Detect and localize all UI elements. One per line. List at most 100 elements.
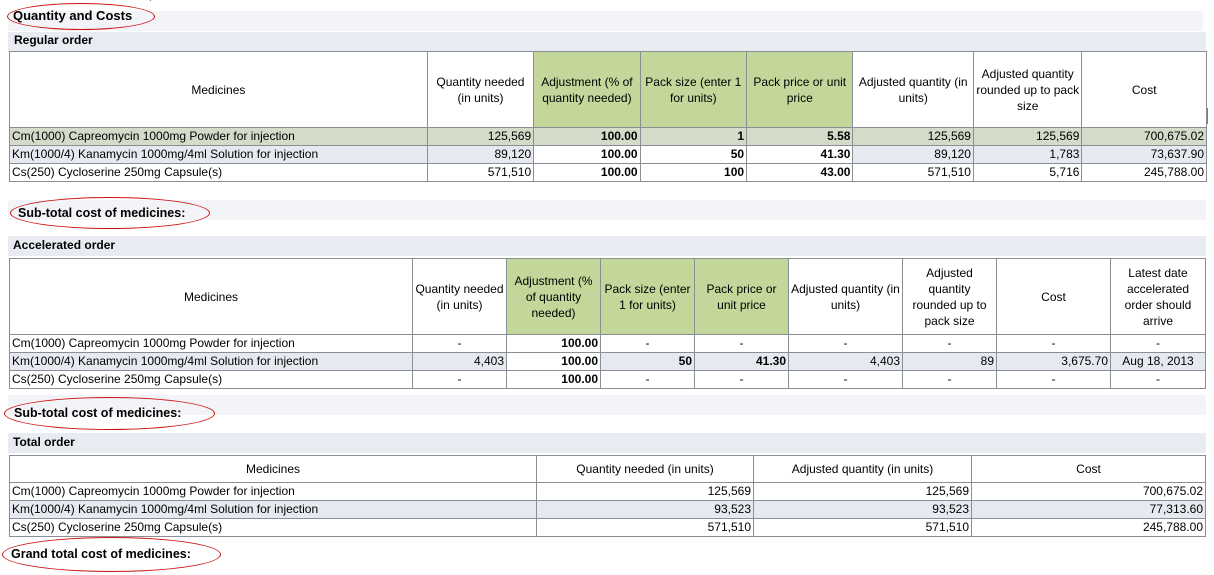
accelerated-header-row: Medicines Quantity needed (in units) Adj… — [9, 258, 1206, 335]
col-header-pack-price: Pack price or unit price — [746, 51, 854, 128]
accelerated-order-label: Accelerated order — [13, 238, 116, 252]
adjusted-rounded: - — [902, 370, 997, 389]
pack-size-input[interactable]: 1 — [639, 127, 748, 146]
col-header-adjusted-rounded: Adjusted quantity rounded up to pack siz… — [972, 51, 1083, 128]
adjustment-input[interactable]: 100.00 — [506, 334, 601, 353]
col-header-pack-price: Pack price or unit price — [694, 258, 789, 335]
accelerated-subtotal-band — [8, 395, 1206, 415]
pack-size-input[interactable]: 50 — [639, 145, 748, 164]
adjusted-quantity: 89,120 — [852, 145, 974, 164]
cost: 700,675.02 — [1081, 127, 1207, 146]
col-header-quantity-needed: Quantity needed (in units) — [426, 51, 535, 128]
col-header-adjusted-quantity: Adjusted quantity (in units) — [753, 455, 972, 483]
cost: - — [996, 334, 1111, 353]
pack-size-input[interactable]: - — [600, 370, 695, 389]
adjusted-quantity: 571,510 — [852, 163, 974, 182]
latest-date: - — [1110, 334, 1206, 353]
pack-size-input[interactable]: 50 — [600, 352, 695, 371]
regular-header-row: Medicines Quantity needed (in units) Adj… — [9, 51, 1207, 128]
table-row[interactable]: Cs(250) Cycloserine 250mg Capsule(s) - 1… — [9, 370, 1206, 389]
adjusted-rounded: 1,783 — [972, 145, 1083, 164]
table-row[interactable]: Cs(250) Cycloserine 250mg Capsule(s) 571… — [9, 518, 1206, 537]
adjusted-quantity: - — [788, 334, 903, 353]
adjusted-rounded: 5,716 — [972, 163, 1083, 182]
table-row[interactable]: Cm(1000) Capreomycin 1000mg Powder for i… — [9, 127, 1207, 146]
regular-subtotal-band — [8, 200, 1206, 220]
adjustment-input[interactable]: 100.00 — [533, 127, 641, 146]
table-row[interactable]: Km(1000/4) Kanamycin 1000mg/4ml Solution… — [9, 500, 1206, 519]
adjusted-rounded: - — [902, 334, 997, 353]
regular-order-band — [8, 32, 1206, 52]
adjusted-quantity: 571,510 — [753, 518, 972, 537]
accelerated-order-table: Medicines Quantity needed (in units) Adj… — [9, 258, 1206, 389]
total-order-table: Medicines Quantity needed (in units) Adj… — [9, 455, 1206, 537]
medicine-name: Cs(250) Cycloserine 250mg Capsule(s) — [9, 163, 428, 182]
table-row[interactable]: Cs(250) Cycloserine 250mg Capsule(s) 571… — [9, 163, 1207, 182]
adjustment-input[interactable]: 100.00 — [506, 352, 601, 371]
cost: 3,675.70 — [996, 352, 1111, 371]
medicine-name: Cs(250) Cycloserine 250mg Capsule(s) — [9, 518, 537, 537]
pack-price-input[interactable]: - — [694, 334, 789, 353]
medicine-name: Cm(1000) Capreomycin 1000mg Powder for i… — [9, 127, 428, 146]
quantity-needed: 89,120 — [426, 145, 535, 164]
col-header-adjustment: Adjustment (% of quantity needed) — [533, 51, 641, 128]
pack-price-input[interactable]: 41.30 — [694, 352, 789, 371]
accelerated-order-band — [8, 236, 1206, 256]
col-header-medicines: Medicines — [9, 455, 537, 483]
pack-size-input[interactable]: 100 — [639, 163, 748, 182]
adjusted-rounded: 125,569 — [972, 127, 1083, 146]
latest-date: - — [1110, 370, 1206, 389]
quantity-needed: - — [412, 370, 507, 389]
pack-price-input[interactable]: 43.00 — [746, 163, 854, 182]
regular-subtotal-label: Sub-total cost of medicines: — [18, 206, 186, 220]
adjusted-quantity: 125,569 — [753, 482, 972, 501]
adjusted-quantity: 125,569 — [852, 127, 974, 146]
adjusted-quantity: 93,523 — [753, 500, 972, 519]
cost: - — [996, 370, 1111, 389]
col-header-cost: Cost — [971, 455, 1206, 483]
col-header-adjusted-quantity: Adjusted quantity (in units) — [788, 258, 903, 335]
cost: 245,788.00 — [1081, 163, 1207, 182]
table-row[interactable]: Km(1000/4) Kanamycin 1000mg/4ml Solution… — [9, 145, 1207, 164]
table-row[interactable]: Km(1000/4) Kanamycin 1000mg/4ml Solution… — [9, 352, 1206, 371]
accelerated-subtotal-label: Sub-total cost of medicines: — [14, 406, 182, 420]
table-row[interactable]: Cm(1000) Capreomycin 1000mg Powder for i… — [9, 482, 1206, 501]
pack-price-input[interactable]: 41.30 — [746, 145, 854, 164]
col-header-adjusted-quantity: Adjusted quantity (in units) — [852, 51, 974, 128]
adjustment-input[interactable]: 100.00 — [533, 145, 641, 164]
quantity-needed: 93,523 — [536, 500, 754, 519]
pack-size-input[interactable]: - — [600, 334, 695, 353]
medicine-name: Cm(1000) Capreomycin 1000mg Powder for i… — [9, 482, 537, 501]
quantity-needed: 125,569 — [536, 482, 754, 501]
adjusted-quantity: 4,403 — [788, 352, 903, 371]
col-header-pack-size: Pack size (enter 1 for units) — [639, 51, 748, 128]
cost: 245,788.00 — [971, 518, 1206, 537]
table-row[interactable]: Cm(1000) Capreomycin 1000mg Powder for i… — [9, 334, 1206, 353]
adjustment-input[interactable]: 100.00 — [506, 370, 601, 389]
medicine-name: Km(1000/4) Kanamycin 1000mg/4ml Solution… — [9, 500, 537, 519]
pack-price-input[interactable]: 5.58 — [746, 127, 854, 146]
regular-scroll-edge — [1207, 108, 1208, 124]
col-header-cost: Cost — [1081, 51, 1207, 128]
medicine-name: Cs(250) Cycloserine 250mg Capsule(s) — [9, 370, 413, 389]
cost: 77,313.60 — [971, 500, 1206, 519]
regular-order-table: Medicines Quantity needed (in units) Adj… — [9, 51, 1207, 182]
medicine-name: Cm(1000) Capreomycin 1000mg Powder for i… — [9, 334, 413, 353]
col-header-quantity-needed: Quantity needed (in units) — [412, 258, 507, 335]
total-order-band — [8, 433, 1206, 453]
quantity-needed: 4,403 — [412, 352, 507, 371]
col-header-medicines: Medicines — [9, 51, 428, 128]
quantity-needed: 571,510 — [426, 163, 535, 182]
annotation-pointer-line — [149, 0, 161, 1]
total-header-row: Medicines Quantity needed (in units) Adj… — [9, 455, 1206, 483]
page-title: Quantity and Costs — [13, 8, 133, 23]
regular-order-label: Regular order — [14, 33, 93, 47]
col-header-cost: Cost — [996, 258, 1111, 335]
adjusted-rounded: 89 — [902, 352, 997, 371]
adjustment-input[interactable]: 100.00 — [533, 163, 641, 182]
col-header-latest-date: Latest date accelerated order should arr… — [1110, 258, 1206, 335]
medicine-name: Km(1000/4) Kanamycin 1000mg/4ml Solution… — [9, 145, 428, 164]
quantity-needed: - — [412, 334, 507, 353]
quantity-needed: 571,510 — [536, 518, 754, 537]
pack-price-input[interactable]: - — [694, 370, 789, 389]
